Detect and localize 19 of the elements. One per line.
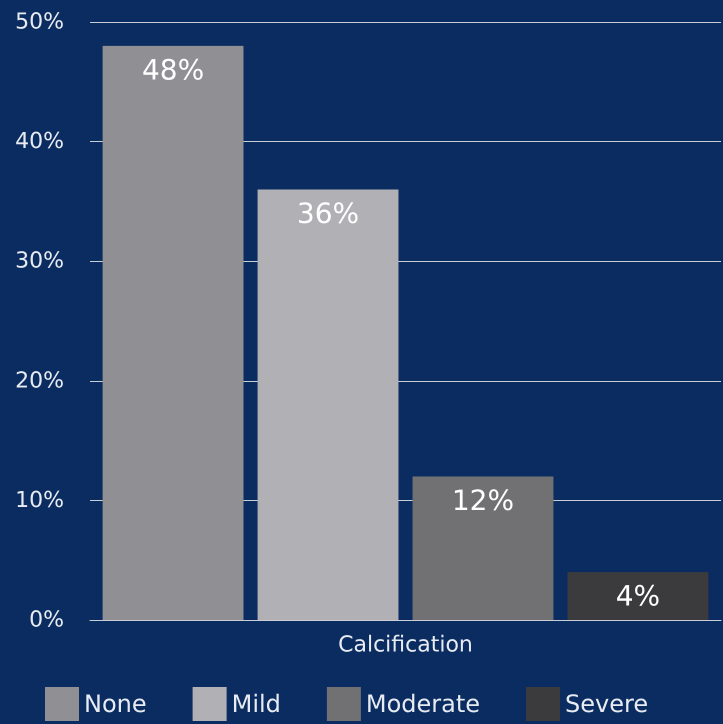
bar: [412, 476, 554, 620]
bar: [568, 572, 708, 620]
bar: [102, 46, 244, 620]
y-tick-label: 20%: [15, 368, 64, 394]
y-tick-label: 10%: [15, 488, 64, 513]
legend-label: Severe: [565, 690, 648, 718]
bar: [258, 189, 398, 620]
y-tick-label: 40%: [15, 129, 64, 154]
legend-label: Mild: [232, 690, 281, 718]
y-tick-label: 0%: [29, 608, 64, 632]
data-label: 4%: [616, 580, 660, 613]
y-tick-label: 50%: [15, 10, 64, 34]
data-label: 36%: [296, 196, 360, 230]
data-label: 12%: [452, 484, 514, 517]
x-tick-label: Calcification: [338, 632, 473, 658]
data-label: 48%: [142, 53, 204, 86]
legend-label: None: [84, 690, 147, 718]
y-tick-label: 30%: [15, 248, 64, 274]
legend-label: Moderate: [366, 690, 480, 718]
